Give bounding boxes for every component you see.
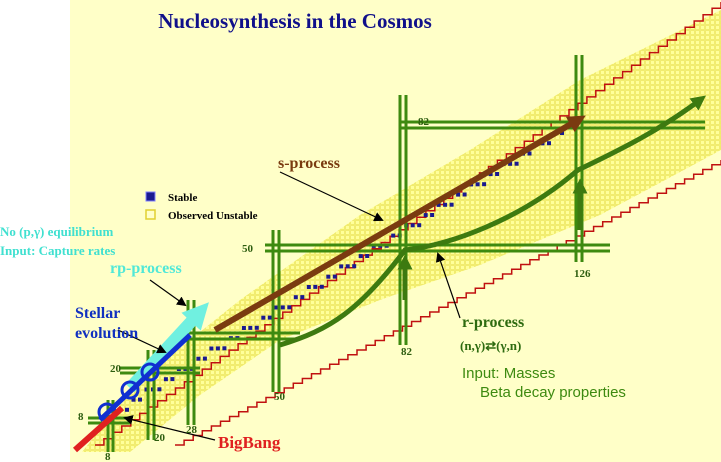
stable-nuclide xyxy=(358,254,363,259)
stable-nuclide xyxy=(430,213,435,217)
stable-nuclide xyxy=(241,326,246,330)
stable-nuclide xyxy=(410,223,415,228)
note: No (p,γ) equilibrium xyxy=(0,224,114,239)
stable-nuclide xyxy=(560,131,564,135)
magic-number: 8 xyxy=(78,411,84,423)
process-label: BigBang xyxy=(218,433,281,452)
stable-nuclide xyxy=(170,377,175,382)
stable-nuclide xyxy=(352,264,357,269)
stable-nuclide xyxy=(254,325,259,330)
stable-nuclide xyxy=(138,397,142,402)
stable-nuclide xyxy=(313,284,318,289)
stable-nuclide xyxy=(365,254,370,258)
stable-nuclide xyxy=(391,233,396,238)
stable-nuclide xyxy=(287,305,292,310)
note: (n,γ)⇄(γ,n) xyxy=(460,338,521,353)
stable-nuclide xyxy=(462,192,467,197)
stable-nuclide xyxy=(547,141,551,146)
stable-nuclide xyxy=(202,356,207,361)
title: Nucleosynthesis in the Cosmos xyxy=(158,9,432,33)
stable-nuclide xyxy=(326,274,331,279)
magic-number: 50 xyxy=(242,243,254,255)
note: Input: Capture rates xyxy=(0,243,115,258)
magic-lines xyxy=(88,55,705,452)
stable-nuclide xyxy=(443,202,448,207)
magic-number: 82 xyxy=(401,346,413,358)
magic-number: 8 xyxy=(105,451,111,462)
stable-nuclide xyxy=(222,346,227,351)
stable-nuclide xyxy=(125,407,129,412)
stable-nuclide xyxy=(163,377,168,382)
stellar-label: Stellar xyxy=(75,305,120,322)
stable-nuclide xyxy=(508,161,513,166)
stable-nuclide xyxy=(280,305,285,310)
note: Beta decay properties xyxy=(480,384,626,401)
neutron-drip-line xyxy=(175,160,721,446)
stable-nuclide xyxy=(482,182,487,187)
stable-nuclide xyxy=(274,305,279,310)
process-label: rp-process xyxy=(110,260,182,277)
stable-nuclide xyxy=(209,346,214,351)
stable-nuclide xyxy=(261,315,266,320)
stable-nuclide xyxy=(417,223,422,228)
stable-nuclide xyxy=(300,295,305,300)
stable-nuclide xyxy=(423,213,428,218)
magic-number: 28 xyxy=(186,424,198,436)
stellar-label: evolution xyxy=(75,325,138,342)
legend-label: Observed Unstable xyxy=(168,210,258,222)
stable-nuclide xyxy=(131,397,136,402)
stable-nuclide xyxy=(475,182,480,187)
stable-nuclide xyxy=(157,387,162,392)
magic-number: 82 xyxy=(418,116,430,128)
stable-nuclide xyxy=(527,151,532,156)
magic-number: 50 xyxy=(274,391,286,403)
stable-nuclide xyxy=(248,325,253,330)
stable-nuclide xyxy=(514,161,519,166)
stable-nuclide xyxy=(332,274,337,279)
legend-label: Stable xyxy=(168,192,197,204)
process-arrows xyxy=(73,95,707,453)
stable-nuclide xyxy=(339,264,344,269)
stable-nuclide xyxy=(456,192,461,197)
legend-icon xyxy=(145,191,156,202)
stable-nuclide xyxy=(196,356,201,361)
note: Input: Masses xyxy=(462,365,555,382)
stable-nuclide xyxy=(293,295,298,300)
process-label: r-process xyxy=(462,314,524,331)
stable-nuclide xyxy=(436,202,441,207)
stable-nuclide xyxy=(215,346,220,351)
stable-nuclide xyxy=(267,315,272,320)
legend-icon xyxy=(145,209,156,220)
magic-number: 126 xyxy=(574,268,591,280)
stable-nuclide xyxy=(345,264,350,269)
process-label: s-process xyxy=(278,155,340,172)
stable-nuclide xyxy=(449,202,454,207)
stable-nuclide xyxy=(306,285,311,289)
stable-nuclide xyxy=(319,284,324,289)
stable-nuclide xyxy=(495,172,500,176)
stable-nuclide xyxy=(488,172,493,177)
magic-number: 20 xyxy=(110,363,122,375)
magic-number: 20 xyxy=(154,432,166,444)
